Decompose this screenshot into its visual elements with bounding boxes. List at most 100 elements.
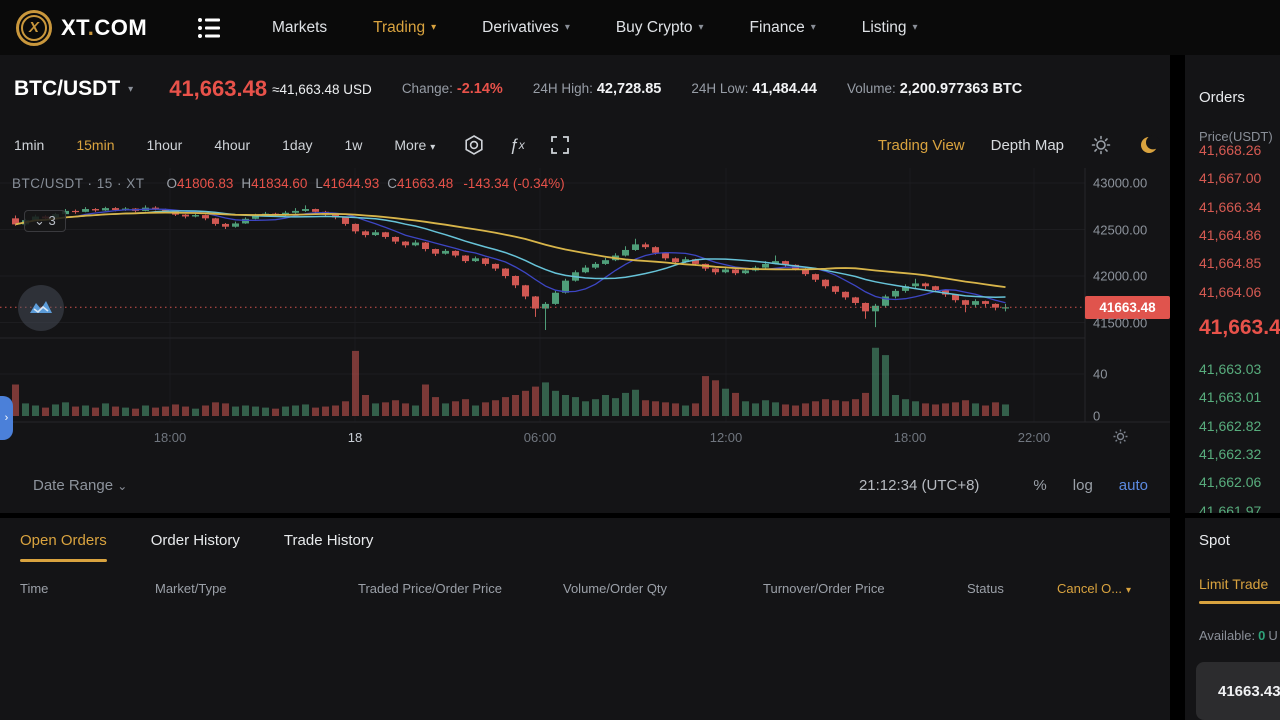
indicator-collapse-chip[interactable]: ⌄ 3 <box>24 210 66 232</box>
chart-footer: Date Range ⌄ 21:12:34 (UTC+8) % log auto <box>0 460 1170 510</box>
ask-price-row[interactable]: 41,667.00 <box>1199 170 1262 187</box>
ticker-bar: BTC/USDT ▾ 41,663.48 ≈41,663.48 USD Chan… <box>14 71 1164 107</box>
timeframe-1w[interactable]: 1w <box>344 137 363 153</box>
bid-price-row[interactable]: 41,661.97 <box>1199 502 1262 513</box>
bid-price-row[interactable]: 41,662.82 <box>1199 417 1262 434</box>
caret-down-icon: ▾ <box>431 22 437 33</box>
bid-price-row[interactable]: 41,662.06 <box>1199 474 1262 491</box>
orderbook-title: Orders <box>1199 89 1245 106</box>
xt-logo-text: XT.COM <box>61 14 148 40</box>
caret-down-icon: ▾ <box>128 83 134 95</box>
orders-bottom-panel: Open Orders Order History Trade History Ti… <box>0 518 1170 720</box>
orders-tabs: Open Orders Order History Trade History <box>20 532 373 562</box>
nav-item-derivatives[interactable]: Derivatives ▾ <box>482 18 570 36</box>
time-axis-label: 12:00 <box>709 430 743 445</box>
light-theme-sun-icon[interactable] <box>1090 134 1112 156</box>
limit-trade-tab[interactable]: Limit Trade <box>1199 576 1280 604</box>
expand-sidebar-handle[interactable]: › <box>0 396 13 440</box>
column-header-time: Time <box>20 581 49 596</box>
orders-table-header: Time Market/Type Traded Price/Order Price V… <box>20 581 1170 596</box>
date-range-button[interactable]: Date Range ⌄ <box>33 476 128 494</box>
caret-down-icon: ▾ <box>810 22 816 33</box>
caret-down-icon: ▾ <box>1126 585 1132 596</box>
orderbook-panel: Orders Price(USDT) 41,668.26 41,667.00 41,… <box>1185 55 1280 513</box>
timeframe-4hour[interactable]: 4hour <box>214 137 251 153</box>
chart-clock: 21:12:34 (UTC+8) <box>858 476 980 494</box>
time-axis-label: 18 <box>347 430 363 445</box>
cancel-orders-button[interactable]: Cancel O... ▾ <box>1057 581 1132 596</box>
column-header-status: Status <box>967 581 1004 596</box>
timeframe-15min[interactable]: 15min <box>76 137 115 153</box>
tab-order-history[interactable]: Order History <box>150 532 240 549</box>
time-axis-label: 18:00 <box>153 430 187 445</box>
nav-item-markets[interactable]: Markets <box>272 18 328 36</box>
timeframe-1day[interactable]: 1day <box>282 137 313 153</box>
pair-selector[interactable]: BTC/USDT ▾ <box>14 77 133 101</box>
log-scale-button[interactable]: log <box>1072 476 1093 494</box>
axis-settings-gear-icon[interactable] <box>1112 428 1129 450</box>
time-axis-label: 18:00 <box>893 430 927 445</box>
panel-divider <box>1185 513 1280 518</box>
more-timeframes-button[interactable]: More ▾ <box>394 137 436 153</box>
ask-price-row[interactable]: 41,664.86 <box>1199 227 1262 244</box>
nav-item-trading[interactable]: Trading ▾ <box>373 18 437 36</box>
candlestick-chart[interactable]: BTC/USDT · 15 · XT O41806.83 H41834.60 L416… <box>0 168 1170 460</box>
view-tab-trading-view[interactable]: Trading View <box>877 136 965 154</box>
low-stat: 24H Low: 41,484.44 <box>691 81 817 97</box>
order-price-input[interactable] <box>1196 662 1280 720</box>
ask-price-row[interactable]: 41,664.06 <box>1199 283 1262 300</box>
fullscreen-icon[interactable] <box>549 134 571 156</box>
column-header-market-type: Market/Type <box>155 581 227 596</box>
tab-trade-history[interactable]: Trade History <box>283 532 374 549</box>
chart-watermark-icon[interactable] <box>18 285 64 331</box>
ask-price-row[interactable]: 41,666.34 <box>1199 198 1262 215</box>
timeframe-1hour[interactable]: 1hour <box>146 137 183 153</box>
pair-label: BTC/USDT <box>14 77 121 100</box>
price-axis-label: 41500.00 <box>1093 315 1148 330</box>
ask-list: 41,668.26 41,667.00 41,666.34 41,664.86 41,6… <box>1199 144 1280 308</box>
markets-list-icon[interactable] <box>196 15 222 46</box>
panel-divider <box>0 513 1170 518</box>
bid-price-row[interactable]: 41,663.03 <box>1199 361 1262 378</box>
percent-scale-button[interactable]: % <box>1033 476 1047 494</box>
volume-stat: Volume: 2,200.977363 BTC <box>846 81 1023 97</box>
nav-item-listing[interactable]: Listing ▾ <box>861 18 918 36</box>
high-stat: 24H High: 42,728.85 <box>532 81 662 97</box>
tab-open-orders[interactable]: Open Orders <box>20 532 107 562</box>
chart-canvas[interactable] <box>0 168 1170 426</box>
spot-title: Spot <box>1199 532 1230 549</box>
last-price: 41,663.48 <box>169 76 268 101</box>
xt-logo[interactable]: X XT.COM <box>16 9 148 46</box>
volume-axis-label: 40 <box>1093 366 1108 382</box>
last-price-tag: 41663.48 <box>1085 295 1170 319</box>
nav-item-finance[interactable]: Finance ▾ <box>749 18 816 36</box>
main-nav: Markets Trading ▾ Derivatives ▾ Buy Crypto ▾ Fi… <box>272 0 918 55</box>
active-tab-underline <box>20 559 107 562</box>
active-tab-underline <box>1199 601 1280 604</box>
time-axis-label: 22:00 <box>1017 430 1051 445</box>
timeframe-1min[interactable]: 1min <box>14 137 45 153</box>
bid-price-row[interactable]: 41,662.32 <box>1199 446 1262 463</box>
orderbook-price-header: Price(USDT) <box>1199 129 1273 144</box>
orderbook-mid-price[interactable]: 41,663.48 <box>1199 316 1280 339</box>
spot-trade-panel: Spot Limit Trade Available: 0 U <box>1185 518 1280 720</box>
column-header-volume-order-qty: Volume/Order Qty <box>563 581 668 596</box>
indicator-settings-icon[interactable] <box>463 134 485 156</box>
ask-price-row[interactable]: 41,668.26 <box>1199 144 1262 159</box>
bid-price-row[interactable]: 41,663.01 <box>1199 389 1262 406</box>
view-tab-depth-map[interactable]: Depth Map <box>990 136 1064 154</box>
nav-item-buy-crypto[interactable]: Buy Crypto ▾ <box>615 18 704 36</box>
caret-down-icon: ▾ <box>698 22 704 33</box>
dark-theme-moon-icon[interactable] <box>1138 134 1160 156</box>
caret-down-icon: ▾ <box>564 22 570 33</box>
auto-scale-button[interactable]: auto <box>1118 476 1148 494</box>
price-axis-label: 43000.00 <box>1093 175 1148 191</box>
chevron-down-icon: ⌄ <box>117 478 128 493</box>
volume-axis-label: 0 <box>1093 408 1101 424</box>
available-balance: Available: 0 U <box>1199 628 1278 643</box>
main-panel: BTC/USDT ▾ 41,663.48 ≈41,663.48 USD Chan… <box>0 55 1170 720</box>
ask-price-row[interactable]: 41,664.85 <box>1199 255 1262 272</box>
approx-usd: ≈41,663.48 USD <box>272 81 372 97</box>
